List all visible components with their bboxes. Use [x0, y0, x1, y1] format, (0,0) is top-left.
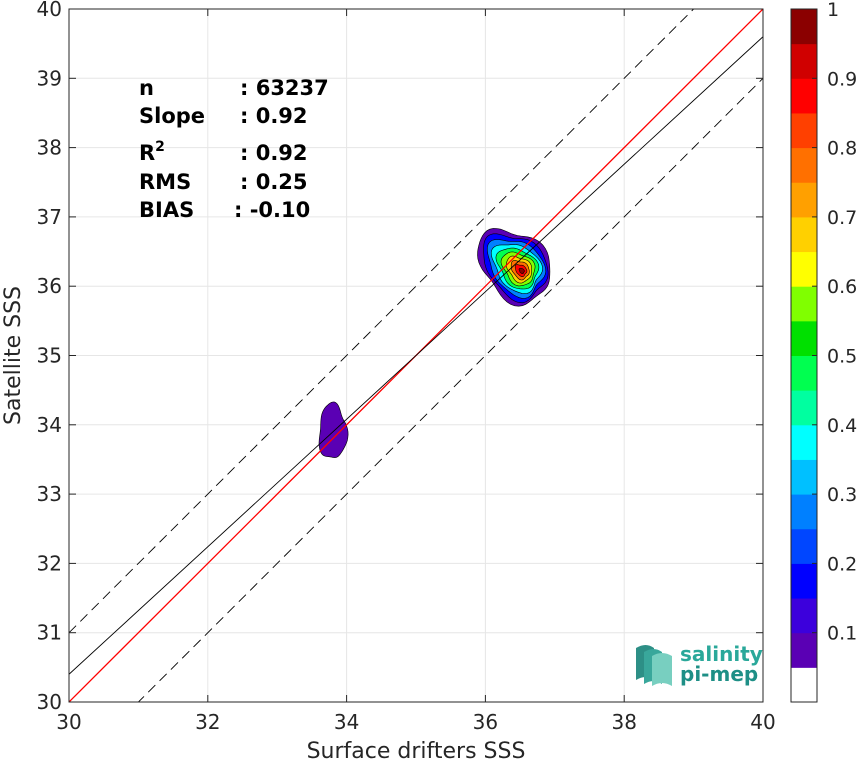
density-contour-level	[318, 401, 349, 458]
salinity-pi-mep-logo: salinity pi-mep	[632, 640, 763, 688]
colorbar-segment	[791, 494, 817, 530]
x-tick-label: 32	[195, 710, 220, 734]
dashed-line	[69, 9, 695, 634]
colorbar-tick-label: 0.2	[827, 553, 857, 575]
y-tick-label: 36	[37, 274, 62, 298]
colorbar-segment	[791, 632, 817, 668]
density-contours	[318, 228, 551, 458]
colorbar-tick-label: 0.7	[827, 207, 857, 229]
wave-logo-icon	[636, 645, 672, 686]
regression-line	[69, 36, 763, 675]
colorbar-segment	[791, 390, 817, 426]
colorbar-tick-label: 1	[827, 0, 839, 21]
y-tick-label: 31	[37, 621, 62, 645]
colorbar-segment	[791, 78, 817, 114]
colorbar-tick-label: 0.6	[827, 276, 857, 298]
colorbar-segment	[791, 598, 817, 634]
density-cluster	[318, 401, 349, 458]
stat-label: BIAS	[139, 198, 194, 222]
y-axis-label: Satellite SSS	[1, 286, 26, 425]
colorbar-tick-label: 0.9	[827, 68, 857, 90]
colorbar-segment	[791, 112, 817, 149]
density-cluster	[477, 228, 551, 307]
colorbar: 0.1 0.2 0.3 0.4 0.5 0.6 0.7 0.8 0.9 1	[790, 0, 857, 703]
colorbar-segment	[791, 9, 817, 45]
colorbar-tick-label: 0.3	[827, 484, 857, 506]
colorbar-segment	[791, 216, 817, 253]
colorbar-segment	[791, 667, 817, 703]
density-contour-level	[518, 268, 525, 275]
x-axis: 30 32 34 36 38 40	[56, 9, 776, 734]
colorbar-segment	[791, 147, 817, 183]
colorbar-segment	[791, 459, 817, 495]
x-tick-label: 36	[473, 710, 498, 734]
logo-word-pimep: pi-mep	[680, 662, 759, 686]
stat-label: RMS	[139, 170, 191, 194]
colorbar-tick-label: 0.5	[827, 346, 857, 368]
colorbar-segment	[791, 43, 817, 79]
stat-label: n	[139, 76, 154, 100]
colorbar-segment	[791, 182, 817, 218]
y-axis: 30 31 32 33 34 35 36 37 38 39 40	[37, 0, 763, 714]
y-tick-label: 34	[37, 413, 62, 437]
stat-value: : -0.10	[234, 198, 310, 222]
y-tick-label: 33	[37, 482, 62, 506]
x-tick-label: 40	[750, 710, 775, 734]
y-tick-label: 37	[37, 205, 62, 229]
y-tick-label: 32	[37, 551, 62, 575]
colorbar-tick-label: 0.4	[827, 415, 857, 437]
stat-value: : 63237	[240, 76, 329, 100]
colorbar-tick-label: 0.8	[827, 138, 857, 160]
x-tick-label: 38	[611, 710, 636, 734]
y-tick-label: 39	[37, 66, 62, 90]
x-axis-label: Surface drifters SSS	[307, 739, 526, 764]
grid	[68, 8, 764, 703]
y-tick-label: 30	[37, 690, 62, 714]
logo-word-salinity: salinity	[680, 642, 763, 666]
colorbar-segment	[791, 424, 817, 460]
stat-label: Slope	[139, 104, 205, 128]
colorbar-segment	[791, 251, 817, 287]
y-tick-label: 40	[37, 0, 62, 21]
stat-value: : 0.25	[240, 170, 308, 194]
stat-value: : 0.92	[240, 141, 308, 165]
reference-lines	[69, 9, 763, 702]
colorbar-segment	[791, 528, 817, 564]
y-tick-label: 38	[37, 136, 62, 160]
colorbar-segment	[791, 563, 817, 599]
x-tick-label: 30	[56, 710, 81, 734]
y-tick-label: 35	[37, 344, 62, 368]
x-tick-label: 34	[334, 710, 359, 734]
colorbar-segment	[791, 286, 817, 322]
stat-value: : 0.92	[240, 104, 308, 128]
colorbar-segment	[791, 320, 817, 356]
colorbar-segment	[791, 355, 817, 391]
colorbar-tick-label: 0.1	[827, 623, 857, 645]
dashed-line	[137, 77, 763, 702]
